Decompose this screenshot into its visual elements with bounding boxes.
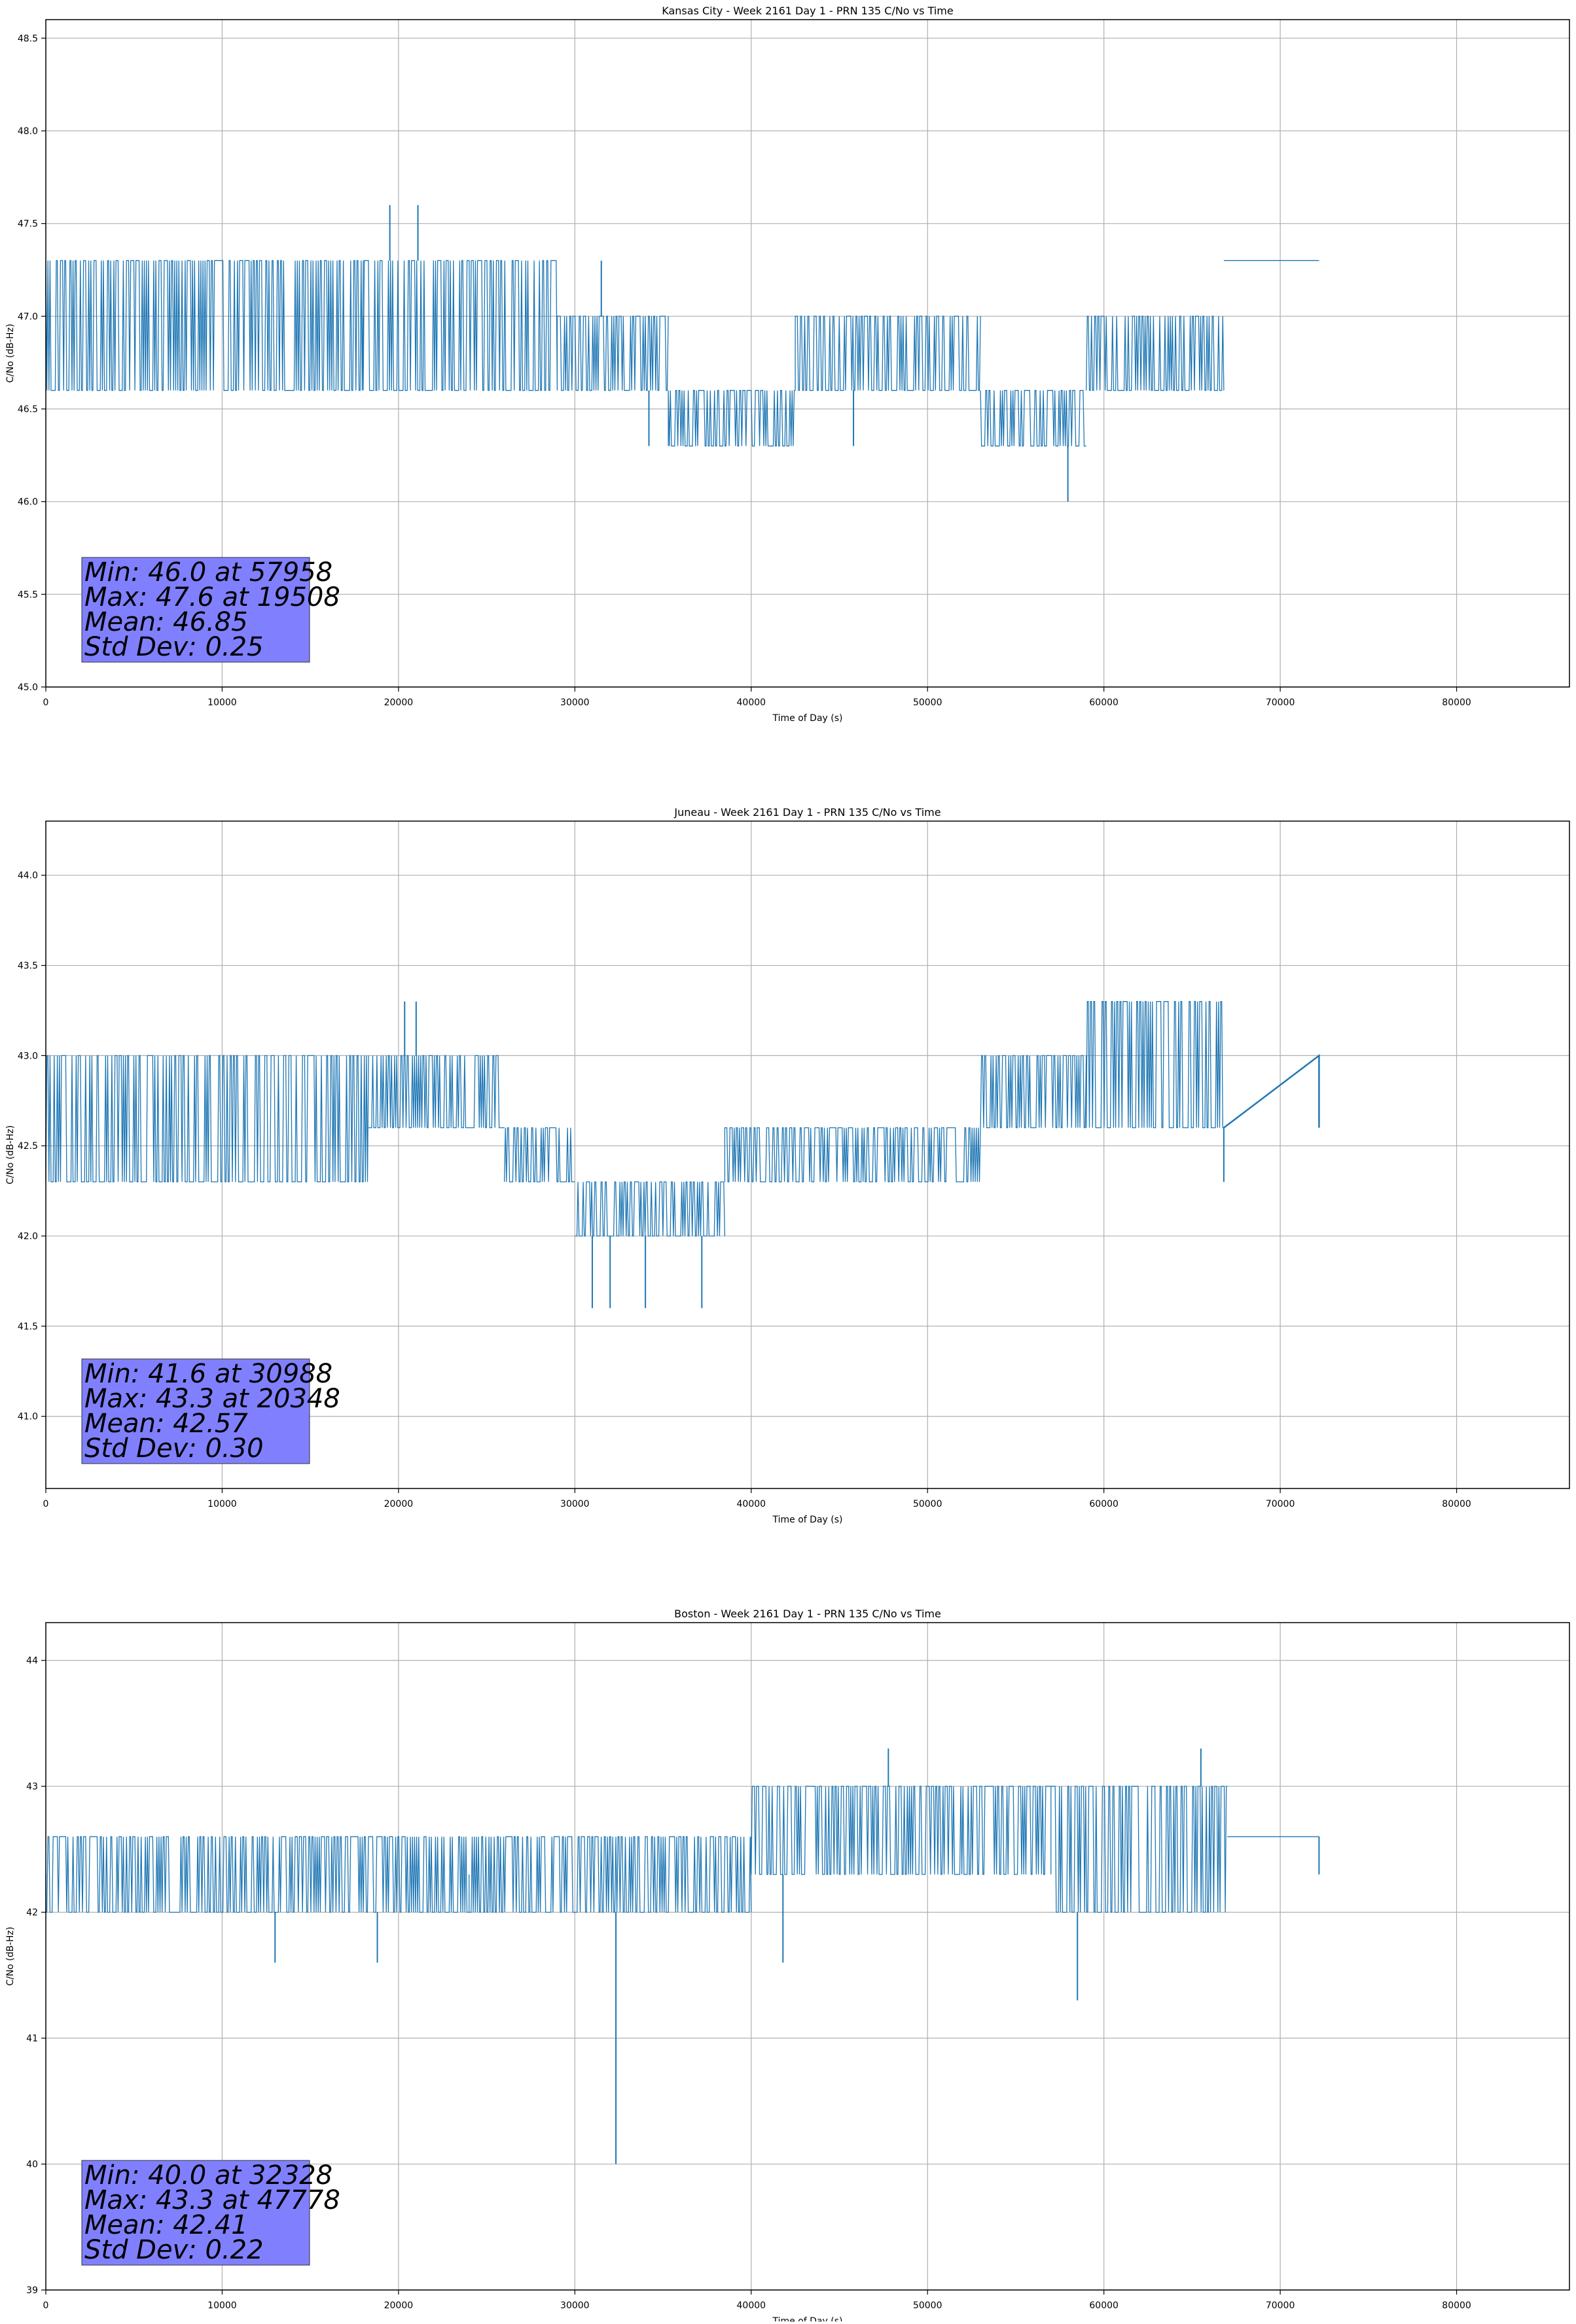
y-tick-label: 44.0 bbox=[18, 871, 38, 881]
y-tick-label: 42.5 bbox=[18, 1141, 38, 1152]
y-tick-label: 42.0 bbox=[18, 1231, 38, 1242]
y-tick-label: 41 bbox=[26, 2034, 38, 2044]
stats-mean: Mean: 42.57 bbox=[84, 1409, 248, 1439]
x-tick-label: 30000 bbox=[560, 2300, 590, 2311]
x-tick-label: 80000 bbox=[1442, 2300, 1471, 2311]
y-tick-label: 41.0 bbox=[18, 1412, 38, 1422]
chart-title: Kansas City - Week 2161 Day 1 - PRN 135 … bbox=[662, 5, 953, 17]
x-tick-label: 70000 bbox=[1266, 1499, 1295, 1509]
x-tick-label: 50000 bbox=[913, 2300, 942, 2311]
stats-max: Max: 43.3 at 20348 bbox=[84, 1384, 340, 1414]
y-axis-label: C/No (dB-Hz) bbox=[5, 324, 16, 383]
x-tick-label: 20000 bbox=[384, 2300, 414, 2311]
x-tick-label: 30000 bbox=[560, 1499, 590, 1509]
axes-frame bbox=[45, 19, 1570, 688]
series-trend-line bbox=[1223, 1053, 1320, 1129]
stats-box bbox=[81, 557, 310, 663]
x-tick-label: 30000 bbox=[560, 697, 590, 708]
x-tick-label: 40000 bbox=[737, 1499, 766, 1509]
stats-std: Std Dev: 0.22 bbox=[84, 2235, 264, 2265]
x-axis-label: Time of Day (s) bbox=[772, 2316, 843, 2321]
y-tick-label: 41.5 bbox=[18, 1322, 38, 1332]
x-tick-label: 0 bbox=[43, 697, 49, 708]
x-tick-label: 60000 bbox=[1089, 1499, 1119, 1509]
series-line bbox=[45, 260, 1319, 447]
y-tick-label: 43.0 bbox=[18, 1051, 38, 1061]
stats-box bbox=[81, 2160, 310, 2266]
x-axis-label: Time of Day (s) bbox=[772, 1515, 843, 1525]
x-tick-label: 50000 bbox=[913, 1499, 942, 1509]
axes-frame bbox=[45, 1622, 1570, 2291]
y-tick-label: 47.0 bbox=[18, 311, 38, 322]
x-tick-label: 70000 bbox=[1266, 697, 1295, 708]
y-tick-label: 46.0 bbox=[18, 497, 38, 508]
y-tick-label: 39 bbox=[26, 2285, 38, 2296]
chart-panel-3: 0 10000 20000 30000 40000 50000 60000 70000 8000… bbox=[5, 1608, 1570, 2324]
x-tick-label: 60000 bbox=[1089, 2300, 1119, 2311]
x-tick-label: 80000 bbox=[1442, 697, 1471, 708]
x-tick-label: 70000 bbox=[1266, 2300, 1295, 2311]
y-tick-label: 46.5 bbox=[18, 404, 38, 415]
x-tick-label: 0 bbox=[43, 1499, 49, 1509]
chart-title: Boston - Week 2161 Day 1 - PRN 135 C/No … bbox=[674, 1608, 941, 1620]
x-tick-label: 80000 bbox=[1442, 1499, 1471, 1509]
y-tick-label: 42 bbox=[26, 1908, 38, 1918]
x-tick-label: 60000 bbox=[1089, 697, 1119, 708]
y-tick-label: 48.5 bbox=[18, 33, 38, 44]
stats-mean: Mean: 42.41 bbox=[84, 2210, 248, 2240]
chart-title: Juneau - Week 2161 Day 1 - PRN 135 C/No … bbox=[673, 806, 940, 819]
x-tick-label: 20000 bbox=[384, 697, 414, 708]
stats-std: Std Dev: 0.25 bbox=[84, 632, 264, 662]
series-line bbox=[45, 1001, 1224, 1237]
x-tick-label: 50000 bbox=[913, 697, 942, 708]
x-axis-label: Time of Day (s) bbox=[772, 713, 843, 724]
series-line bbox=[45, 1786, 1319, 1913]
stats-min: Min: 40.0 at 32328 bbox=[84, 2160, 332, 2191]
x-tick-label: 10000 bbox=[207, 1499, 237, 1509]
y-axis-label: C/No (dB-Hz) bbox=[5, 1125, 16, 1184]
y-tick-label: 43 bbox=[26, 1782, 38, 1792]
y-tick-label: 43.5 bbox=[18, 961, 38, 972]
x-tick-label: 40000 bbox=[737, 697, 766, 708]
x-tick-label: 40000 bbox=[737, 2300, 766, 2311]
x-tick-label: 0 bbox=[43, 2300, 49, 2311]
y-tick-label: 45.5 bbox=[18, 590, 38, 600]
stats-max: Max: 43.3 at 47778 bbox=[84, 2185, 340, 2215]
stats-min: Min: 41.6 at 30988 bbox=[84, 1359, 332, 1389]
stats-max: Max: 47.6 at 19508 bbox=[84, 582, 340, 612]
chart-panel-1: 0 10000 20000 30000 40000 50000 60000 70000 8000… bbox=[5, 5, 1570, 724]
y-tick-label: 44 bbox=[26, 1656, 38, 1666]
y-tick-label: 48.0 bbox=[18, 126, 38, 137]
axes-frame bbox=[45, 820, 1570, 1489]
x-tick-label: 20000 bbox=[384, 1499, 414, 1509]
stats-box bbox=[81, 1358, 310, 1464]
y-axis-label: C/No (dB-Hz) bbox=[5, 1927, 16, 1986]
x-tick-label: 10000 bbox=[207, 697, 237, 708]
x-tick-label: 10000 bbox=[207, 2300, 237, 2311]
stats-mean: Mean: 46.85 bbox=[84, 607, 248, 637]
y-tick-label: 47.5 bbox=[18, 219, 38, 230]
y-tick-label: 45.0 bbox=[18, 682, 38, 693]
y-tick-label: 40 bbox=[26, 2160, 38, 2170]
stats-std: Std Dev: 0.30 bbox=[84, 1434, 264, 1464]
stats-min: Min: 46.0 at 57958 bbox=[84, 557, 332, 588]
chart-panel-2: 0 10000 20000 30000 40000 50000 60000 70000 8000… bbox=[5, 806, 1570, 1525]
